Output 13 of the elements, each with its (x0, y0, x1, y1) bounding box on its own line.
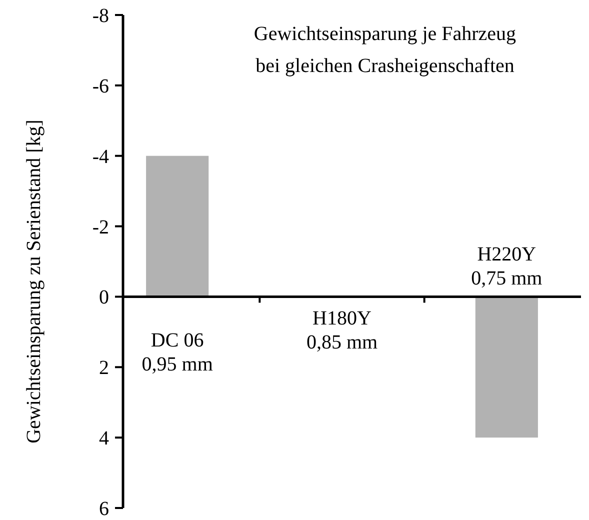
x-tick-label: H220Y 0,75 mm (471, 244, 543, 290)
y-tick-label: 0 (99, 286, 109, 309)
y-tick-label: 2 (99, 357, 109, 380)
y-axis-title: Gewichtseinsparung zu Serienstand [kg] (23, 120, 45, 444)
y-tick-label: -8 (92, 5, 109, 27)
text: Gewichtseinsparung je Fahrzeug bei gleichen Crasheigenschaften (254, 23, 516, 77)
y-tick-label: -4 (92, 146, 109, 168)
y-tick-label: -6 (92, 75, 109, 98)
x-tick-label: DC 06 0,95 mm (142, 330, 214, 376)
x-tick-label: H180Y 0,85 mm (306, 308, 378, 354)
y-tick-label: 6 (99, 498, 109, 520)
y-tick-label: 4 (99, 428, 109, 450)
y-tick-label: -2 (92, 216, 109, 238)
